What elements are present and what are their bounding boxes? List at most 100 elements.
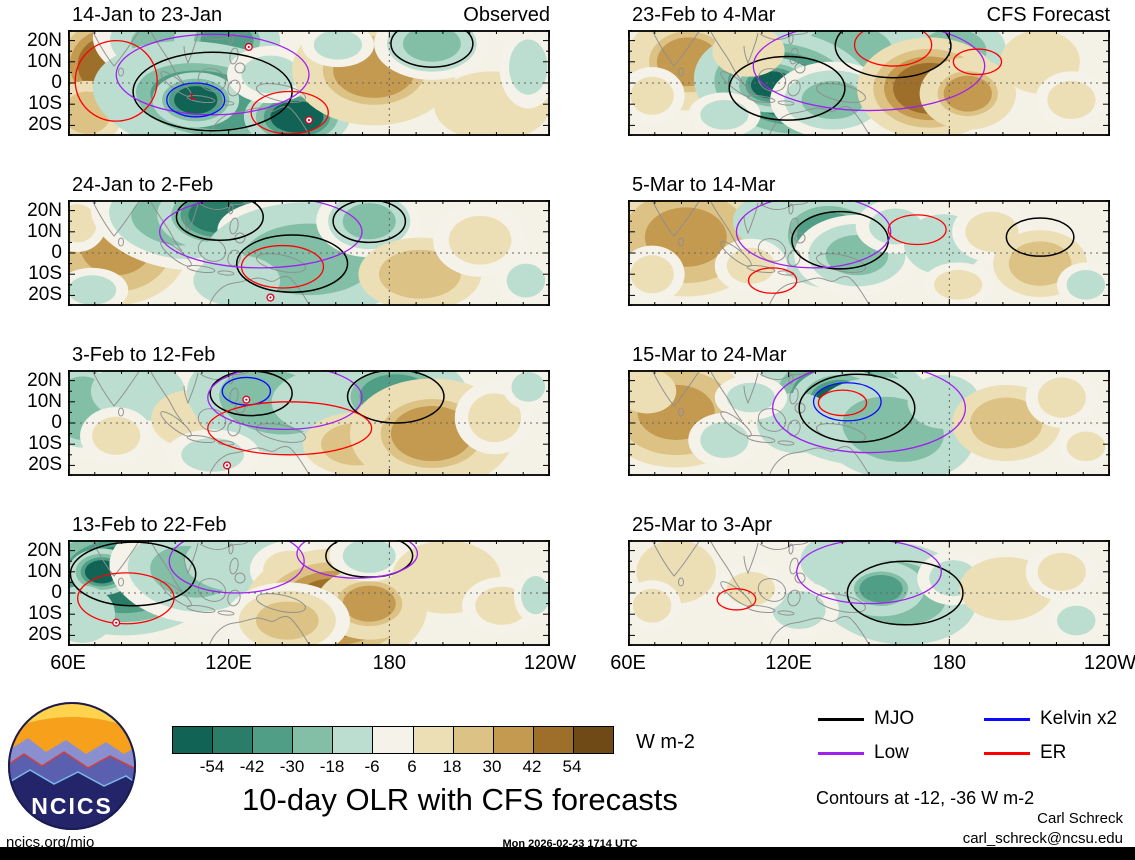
map-canvas: [628, 30, 1110, 136]
panel-title: 15-Mar to 24-Mar: [632, 344, 787, 366]
colorbar-cell: [572, 727, 614, 753]
map-canvas: L: [68, 30, 550, 136]
colorbar-tick-label: 54: [562, 757, 582, 776]
credit-name: Carl Schreck: [1037, 810, 1123, 827]
legend-line-kelvin: [984, 718, 1030, 721]
colorbar-cell: [212, 727, 253, 753]
map-canvas: [68, 200, 550, 306]
logo-text: NCICS: [31, 793, 113, 819]
colorbar-tick-label: 30: [482, 757, 502, 776]
colorbar-tick-label: -30: [279, 757, 305, 776]
map-panel-forecast-2: [628, 200, 1110, 306]
colorbar-tick-label: -54: [199, 757, 225, 776]
contour-note: Contours at -12, -36 W m-2: [816, 788, 1035, 808]
map-panel-observed-4: [68, 540, 550, 646]
logo-mountain-front: [8, 769, 136, 830]
coastlines: [91, 200, 311, 306]
y-axis-label: 20S: [28, 284, 62, 306]
column-label-forecast: CFS Forecast: [986, 4, 1110, 26]
map-canvas: [68, 540, 550, 646]
colorbar-tick-label: 6: [407, 757, 417, 776]
y-axis-label: 20S: [28, 114, 62, 136]
y-axis-label: 10N: [27, 560, 62, 582]
panel-title: 23-Feb to 4-Mar: [632, 4, 776, 26]
colorbar-cell: [332, 727, 373, 753]
colorbar-cell: [292, 727, 333, 753]
panel-title: 24-Jan to 2-Feb: [72, 174, 214, 196]
y-axis-label: 0: [51, 72, 62, 93]
column-label-observed: Observed: [463, 4, 550, 26]
panel-title: 14-Jan to 23-Jan: [72, 4, 223, 26]
logo-ring: [8, 702, 136, 830]
y-axis-label: 10S: [28, 603, 62, 625]
map-panel-forecast-1: [628, 30, 1110, 136]
y-axis-label: 0: [51, 412, 62, 433]
x-axis-label: 60E: [610, 652, 646, 674]
y-axis-label: 20N: [27, 29, 62, 51]
coastlines: [91, 540, 311, 646]
coastlines: [91, 370, 311, 476]
coastlines: [651, 540, 871, 646]
colorbar-cell: [372, 727, 413, 753]
y-axis-label: 10N: [27, 50, 62, 72]
y-axis-label: 10S: [28, 93, 62, 115]
map-canvas: [628, 200, 1110, 306]
y-axis-label: 0: [51, 242, 62, 263]
colorbar: [172, 726, 614, 754]
ncics-logo: NCICS: [6, 700, 138, 832]
panel-title: 3-Feb to 12-Feb: [72, 344, 216, 366]
colorbar-tick-label: 18: [442, 757, 462, 776]
legend-label-er: ER: [1040, 742, 1067, 763]
map-panel-observed-3: [68, 370, 550, 476]
map-canvas: [628, 540, 1110, 646]
y-axis-label: 10S: [28, 263, 62, 285]
colorbar-cell: [173, 727, 213, 753]
map-panel-forecast-4: [628, 540, 1110, 646]
map-canvas: [68, 370, 550, 476]
y-axis-label: 10N: [27, 220, 62, 242]
colorbar-cell: [412, 727, 453, 753]
colorbar-cell: [492, 727, 533, 753]
figure-title: 10-day OLR with CFS forecasts: [242, 782, 678, 817]
legend-label-kelvin: Kelvin x2: [1040, 708, 1118, 729]
colorbar-cell: [452, 727, 493, 753]
x-axis-label: 120W: [1083, 652, 1135, 674]
colorbar-tick-label: -6: [364, 757, 380, 776]
map-panel-observed-2: [68, 200, 550, 306]
coastlines: [651, 200, 871, 306]
site-link: ncics.org/mjo: [6, 834, 95, 851]
x-axis-label: 60E: [50, 652, 86, 674]
legend-label-low: Low: [874, 742, 909, 763]
panel-title: 13-Feb to 22-Feb: [72, 514, 227, 536]
x-axis-label: 120W: [523, 652, 577, 674]
y-axis-label: 0: [51, 582, 62, 603]
map-canvas: [628, 370, 1110, 476]
bottom-bar: [0, 847, 1135, 860]
y-axis-label: 20S: [28, 454, 62, 476]
legend-line-low: [818, 752, 864, 755]
legend-label-mjo: MJO: [874, 708, 915, 729]
y-axis-label: 10N: [27, 390, 62, 412]
colorbar-tick-label: -42: [239, 757, 265, 776]
x-axis-label: 180: [932, 652, 967, 674]
credit-email: carl_schreck@ncsu.edu: [962, 830, 1123, 847]
colorbar-tick-label: -18: [319, 757, 345, 776]
legend-line-er: [984, 752, 1030, 755]
panel-title: 5-Mar to 14-Mar: [632, 174, 776, 196]
panel-title: 25-Mar to 3-Apr: [632, 514, 773, 536]
colorbar-cell: [252, 727, 293, 753]
map-panel-observed-1: L: [68, 30, 550, 136]
map-panel-forecast-3: [628, 370, 1110, 476]
colorbar-cell: [532, 727, 573, 753]
colorbar-unit: W m-2: [636, 731, 695, 753]
colorbar-tick-label: 42: [522, 757, 542, 776]
x-axis-label: 120E: [205, 652, 253, 674]
y-axis-label: 20S: [28, 624, 62, 646]
y-axis-label: 20N: [27, 369, 62, 391]
y-axis-label: 20N: [27, 539, 62, 561]
legend-line-mjo: [818, 718, 864, 721]
x-axis-label: 120E: [765, 652, 813, 674]
svg-text:L: L: [190, 92, 196, 103]
y-axis-label: 10S: [28, 433, 62, 455]
